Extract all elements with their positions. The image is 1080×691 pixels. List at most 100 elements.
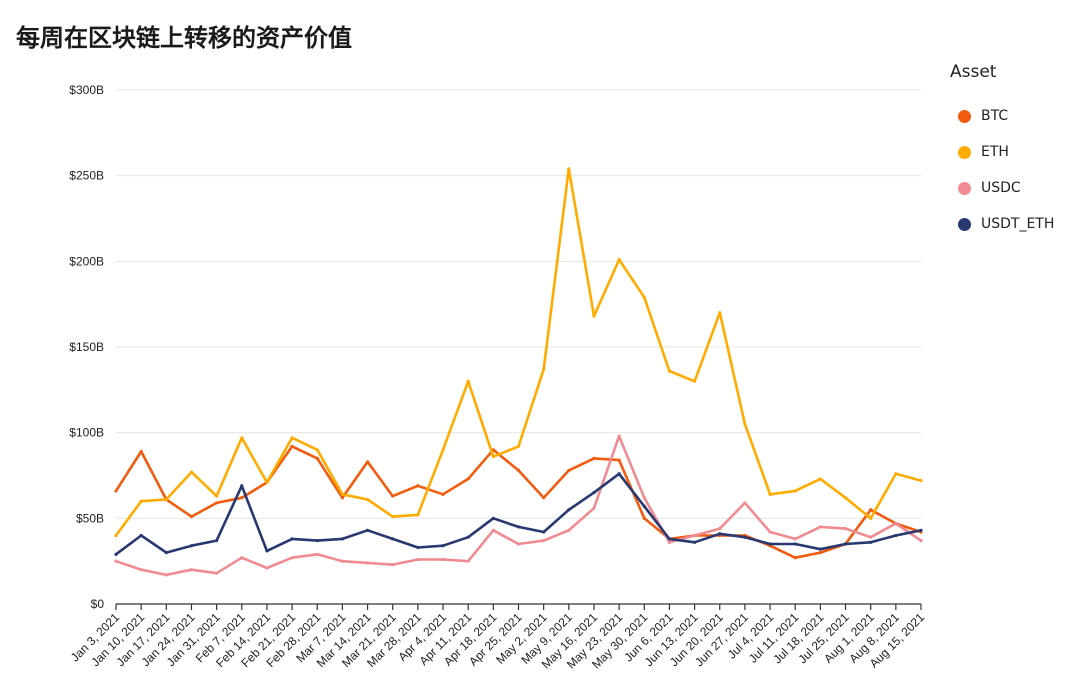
series-line: [114, 434, 923, 577]
data-point: [189, 568, 194, 572]
data-point: [667, 540, 672, 544]
data-point: [919, 528, 923, 532]
data-point: [692, 540, 697, 544]
data-point: [391, 537, 395, 541]
chart-title: 每周在区块链上转移的资产价值: [16, 24, 352, 52]
data-point: [667, 369, 672, 373]
data-point: [416, 557, 420, 562]
data-point: [894, 533, 898, 538]
data-point: [743, 501, 747, 505]
legend-marker: [958, 181, 971, 195]
y-tick-label: $150B: [69, 340, 104, 354]
data-point: [491, 516, 495, 520]
legend-title: Asset: [950, 62, 997, 82]
data-point: [818, 525, 822, 529]
data-point: [340, 537, 345, 541]
data-point: [164, 573, 168, 577]
data-point: [718, 532, 722, 536]
data-point: [818, 477, 822, 481]
series-line: [114, 167, 923, 537]
data-point: [114, 533, 118, 538]
series-usdt-eth: [114, 472, 923, 556]
data-point: [466, 477, 470, 481]
data-point: [592, 456, 596, 460]
data-point: [542, 367, 546, 371]
data-point: [642, 504, 646, 508]
data-point: [768, 530, 772, 534]
data-point: [793, 537, 797, 541]
data-point: [265, 566, 269, 570]
legend-label: ETH: [981, 144, 1009, 160]
data-point: [642, 516, 646, 520]
legend-item-btc[interactable]: BTC: [950, 104, 1054, 128]
data-point: [542, 496, 546, 500]
data-point: [567, 528, 571, 532]
data-point: [869, 535, 873, 539]
data-point: [793, 489, 797, 493]
data-point: [441, 492, 445, 496]
data-point: [139, 499, 143, 503]
data-point: [718, 311, 722, 315]
data-point: [365, 460, 370, 464]
legend-item-usdt-eth[interactable]: USDT_ETH: [950, 212, 1054, 236]
data-point: [642, 496, 646, 500]
data-point: [843, 542, 848, 546]
data-point: [215, 501, 219, 505]
data-point: [793, 542, 797, 546]
data-point: [215, 539, 219, 543]
data-point: [743, 422, 747, 426]
legend-label: BTC: [981, 108, 1009, 124]
data-point: [416, 513, 420, 517]
y-tick-label: $0: [91, 597, 105, 611]
data-point: [592, 314, 596, 318]
data-point: [215, 494, 219, 498]
data-point: [340, 492, 345, 496]
data-point: [516, 542, 521, 546]
data-point: [617, 434, 621, 438]
data-point: [290, 444, 294, 448]
data-point: [416, 545, 420, 550]
data-point: [240, 556, 244, 560]
data-point: [894, 521, 898, 526]
data-point: [365, 497, 370, 502]
data-point: [818, 551, 822, 555]
data-point: [139, 568, 143, 572]
data-point: [592, 506, 596, 510]
data-point: [667, 537, 672, 541]
data-point: [189, 470, 194, 474]
data-point: [617, 258, 621, 262]
data-point: [491, 528, 495, 532]
legend-item-eth[interactable]: ETH: [950, 140, 1054, 164]
data-point: [516, 468, 521, 472]
series-line: [114, 445, 923, 560]
data-point: [718, 527, 722, 531]
data-point: [315, 539, 319, 543]
data-point: [265, 480, 269, 484]
series-lines: [114, 167, 923, 577]
y-tick-label: $100B: [69, 426, 104, 440]
data-point: [642, 295, 646, 299]
data-point: [365, 528, 370, 532]
data-point: [617, 458, 621, 462]
legend: Asset BTC ETH USDC USDT_ETH: [950, 62, 1054, 248]
data-point: [114, 559, 118, 563]
series-eth: [114, 167, 923, 538]
data-point: [542, 530, 546, 534]
data-point: [869, 540, 873, 544]
data-point: [843, 527, 848, 531]
data-point: [793, 556, 797, 560]
data-point: [818, 547, 822, 551]
data-point: [340, 496, 345, 500]
data-point: [768, 542, 772, 546]
data-point: [391, 515, 395, 519]
data-point: [768, 492, 772, 496]
data-point: [869, 516, 873, 520]
legend-item-usdc[interactable]: USDC: [950, 176, 1054, 200]
x-axis: [115, 603, 922, 610]
data-point: [692, 533, 697, 538]
data-point: [869, 508, 873, 512]
data-point: [843, 496, 848, 500]
data-point: [365, 561, 370, 565]
data-point: [441, 544, 445, 548]
